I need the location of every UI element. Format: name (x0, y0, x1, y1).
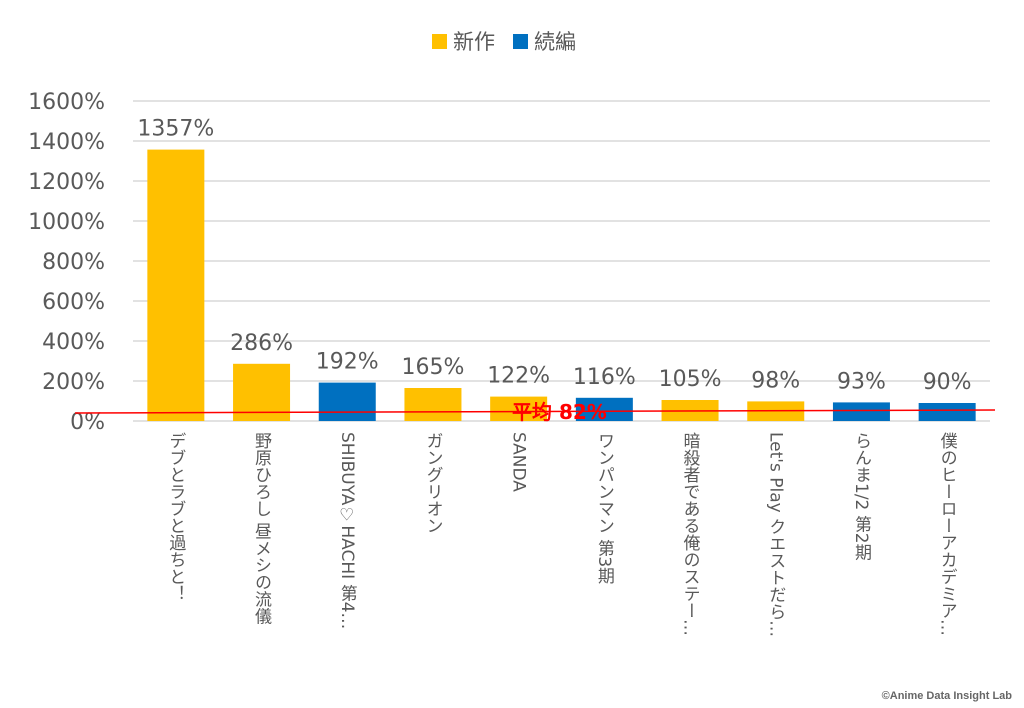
x-tick-label: Let's Play クエストだら… (765, 432, 786, 638)
bar (233, 363, 291, 421)
legend-label-sequel: 続編 (534, 30, 576, 54)
data-label: 122% (487, 364, 550, 389)
x-tick-label: SHIBUYA♡HACHI 第4… (336, 432, 357, 630)
data-label: 98% (751, 368, 800, 393)
bar (318, 382, 376, 421)
x-tick-label: 暗殺者である俺のステー… (679, 432, 700, 636)
data-label: 105% (659, 367, 722, 392)
data-label: 286% (230, 331, 293, 356)
y-tick-label: 0% (70, 410, 105, 435)
y-tick-label: 600% (42, 290, 105, 315)
x-tick-label: SANDA (508, 432, 529, 492)
legend: 新作 続編 (432, 26, 584, 56)
y-tick-label: 400% (42, 330, 105, 355)
credit: ©Anime Data Insight Lab (881, 690, 1012, 702)
legend-label-new: 新作 (453, 30, 495, 54)
bar (918, 403, 976, 421)
x-tick-label: ガングリオン (422, 432, 443, 534)
data-label: 93% (837, 369, 886, 394)
data-label: 116% (573, 365, 636, 390)
x-tick-label: 野原ひろし 昼メシの流儀 (251, 432, 272, 625)
data-label: 192% (316, 350, 379, 375)
y-tick-label: 800% (42, 250, 105, 275)
average-line (74, 409, 996, 414)
x-tick-label: ワンパンマン 第3期 (593, 432, 614, 585)
legend-item-sequel: 続編 (513, 26, 576, 56)
average-label: 平均 82% (512, 400, 607, 424)
bar (404, 388, 462, 421)
legend-swatch-new (432, 33, 447, 49)
y-tick-label: 1200% (28, 170, 105, 195)
legend-swatch-sequel (513, 33, 528, 49)
bar (832, 402, 890, 421)
y-tick-label: 1400% (28, 130, 105, 155)
x-tick-label: 僕のヒーローアカデミア… (936, 432, 957, 636)
x-tick-label: らんま1/2 第2期 (850, 432, 871, 561)
y-tick-label: 1600% (28, 90, 105, 115)
bar (147, 149, 205, 421)
bar (490, 396, 548, 421)
data-label: 1357% (137, 117, 214, 142)
legend-item-new: 新作 (432, 26, 495, 56)
y-tick-label: 200% (42, 370, 105, 395)
bar (575, 397, 633, 421)
data-label: 165% (401, 355, 464, 380)
x-tick-label: デブとラブと過ちと！ (165, 432, 186, 602)
y-tick-label: 1000% (28, 210, 105, 235)
data-label: 90% (923, 370, 972, 395)
